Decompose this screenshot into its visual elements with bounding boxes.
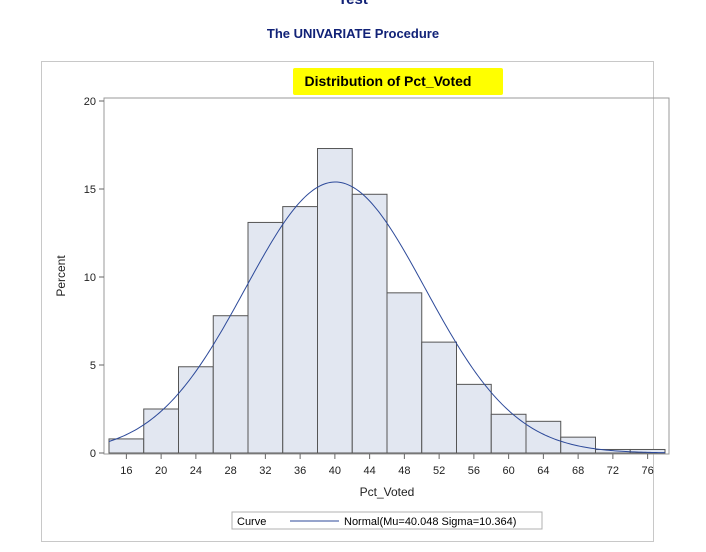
legend-title: Curve xyxy=(237,516,266,528)
histogram-bar xyxy=(317,148,353,454)
x-tick-label: 16 xyxy=(120,465,132,477)
title-highlight xyxy=(293,68,503,95)
plot-area xyxy=(103,97,670,455)
x-axis: 16 20 24 28 32 36 40 44 48 52 56 60 64 68 72 76 xyxy=(120,454,654,477)
legend-entry: Normal(Mu=40.048 Sigma=10.364) xyxy=(344,516,516,528)
histogram-bar xyxy=(525,420,562,454)
histogram-bar xyxy=(386,292,423,454)
histogram-bar xyxy=(560,436,596,454)
histogram-bar xyxy=(212,315,249,454)
y-tick-label: 20 xyxy=(84,96,96,108)
x-tick-label: 24 xyxy=(190,465,202,477)
y-axis-label: Percent xyxy=(54,255,68,297)
x-tick-label: 20 xyxy=(155,465,167,477)
x-tick-label: 72 xyxy=(607,465,619,477)
bars-group xyxy=(108,148,666,454)
histogram-bar xyxy=(421,341,457,454)
x-tick-label: 48 xyxy=(398,465,410,477)
legend-box xyxy=(231,511,543,530)
y-axis: 0 5 10 15 20 xyxy=(84,96,104,460)
x-tick-label: 52 xyxy=(433,465,445,477)
x-tick-label: 44 xyxy=(364,465,376,477)
y-tick-label: 0 xyxy=(90,448,96,460)
y-tick-label: 10 xyxy=(84,272,96,284)
histogram-bar xyxy=(178,366,214,454)
y-tick-label: 15 xyxy=(84,184,96,196)
histogram-bar xyxy=(108,438,145,454)
page-title: Test xyxy=(0,0,706,8)
x-axis-label: Pct_Voted xyxy=(360,485,415,499)
x-tick-label: 64 xyxy=(537,465,549,477)
x-tick-label: 32 xyxy=(259,465,271,477)
x-tick-label: 40 xyxy=(329,465,341,477)
histogram-bar xyxy=(143,408,179,454)
y-tick-label: 5 xyxy=(90,360,96,372)
x-tick-label: 60 xyxy=(503,465,515,477)
x-tick-label: 28 xyxy=(225,465,237,477)
histogram-bar xyxy=(351,193,388,454)
normal-curve xyxy=(108,181,666,454)
x-tick-label: 56 xyxy=(468,465,480,477)
histogram-bar xyxy=(247,221,284,454)
x-tick-label: 36 xyxy=(294,465,306,477)
histogram-bar xyxy=(282,206,318,454)
histogram-bar xyxy=(456,383,492,454)
x-tick-label: 76 xyxy=(642,465,654,477)
chart-title: Distribution of Pct_Voted xyxy=(305,73,472,89)
x-tick-label: 68 xyxy=(572,465,584,477)
procedure-title: The UNIVARIATE Procedure xyxy=(266,26,440,41)
